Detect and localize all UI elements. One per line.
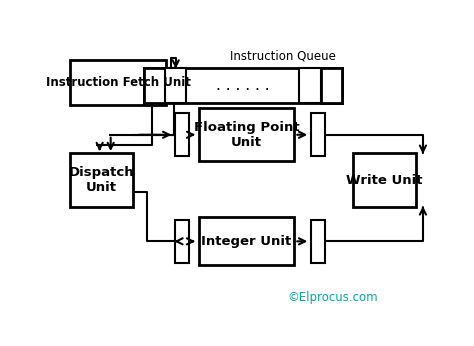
Text: Integer Unit: Integer Unit xyxy=(201,235,292,248)
Bar xyxy=(70,60,166,106)
Text: Dispatch
Unit: Dispatch Unit xyxy=(69,166,134,194)
Bar xyxy=(311,113,325,156)
Bar xyxy=(165,68,186,103)
Bar xyxy=(353,153,416,207)
Bar xyxy=(199,108,294,161)
Bar xyxy=(311,220,325,263)
Bar xyxy=(175,113,189,156)
Bar xyxy=(321,68,342,103)
Text: . . . . . .: . . . . . . xyxy=(216,78,270,93)
Text: Instruction Fetch Unit: Instruction Fetch Unit xyxy=(46,76,191,89)
Bar xyxy=(70,153,133,207)
Text: ©Elprocus.com: ©Elprocus.com xyxy=(288,291,378,304)
Bar xyxy=(300,68,321,103)
Bar xyxy=(144,68,165,103)
Bar xyxy=(144,68,342,103)
Text: Instruction Queue: Instruction Queue xyxy=(230,50,336,63)
Text: Floating Point
Unit: Floating Point Unit xyxy=(194,121,300,149)
Bar xyxy=(175,220,189,263)
Bar xyxy=(199,217,294,265)
Text: Write Unit: Write Unit xyxy=(346,174,423,186)
